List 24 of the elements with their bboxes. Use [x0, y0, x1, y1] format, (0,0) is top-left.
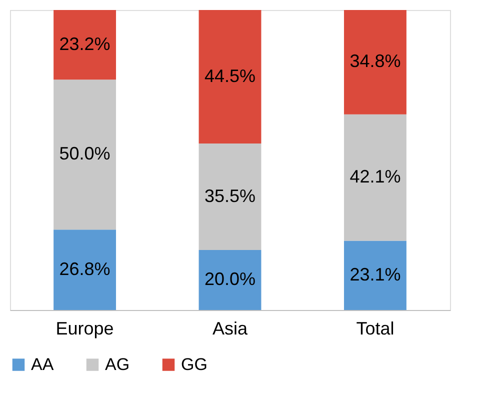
legend-label: AG [105, 354, 130, 374]
data-label: 44.5% [204, 66, 256, 86]
bar [54, 230, 116, 310]
bar [54, 10, 116, 80]
bar [54, 80, 116, 230]
bar [344, 114, 406, 241]
x-tick-label: Asia [212, 318, 248, 338]
legend-label: GG [181, 354, 208, 374]
data-label: 34.8% [350, 51, 401, 72]
legend-label: AA [31, 354, 54, 374]
data-label: 35.5% [204, 186, 256, 206]
data-label: 23.1% [350, 264, 401, 284]
data-label: 42.1% [350, 166, 401, 187]
bar [344, 240, 406, 310]
bar [198, 10, 262, 144]
data-label: 50.0% [59, 144, 110, 164]
data-label: 20.0% [204, 269, 256, 289]
x-tick-label: Total [356, 318, 394, 338]
bar [198, 144, 262, 250]
bar [344, 10, 406, 114]
x-tick-label: Europe [56, 318, 114, 338]
bar [198, 250, 262, 310]
data-label: 26.8% [59, 258, 110, 279]
data-label: 23.2% [59, 34, 110, 54]
